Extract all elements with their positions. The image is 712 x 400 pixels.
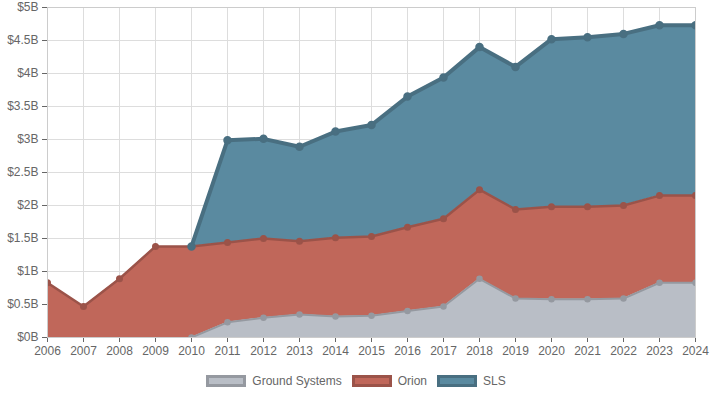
svg-text:$4B: $4B <box>17 66 38 80</box>
svg-text:$1.5B: $1.5B <box>7 231 38 245</box>
svg-text:2016: 2016 <box>394 344 421 358</box>
svg-text:2006: 2006 <box>34 344 61 358</box>
svg-text:$1B: $1B <box>17 264 38 278</box>
svg-text:2013: 2013 <box>286 344 313 358</box>
svg-text:$3.5B: $3.5B <box>7 99 38 113</box>
svg-text:2018: 2018 <box>466 344 493 358</box>
svg-text:2015: 2015 <box>358 344 385 358</box>
html-text:Orion: Orion <box>397 374 427 388</box>
svg-text:2011: 2011 <box>215 344 241 358</box>
svg-text:2021: 2021 <box>574 344 601 358</box>
svg-text:2024: 2024 <box>682 344 709 358</box>
svg-text:$2B: $2B <box>17 198 38 212</box>
svg-text:$0.5B: $0.5B <box>7 297 38 311</box>
svg-text:$5B: $5B <box>17 0 38 14</box>
svg-text:2017: 2017 <box>430 344 457 358</box>
svg-text:2008: 2008 <box>106 344 133 358</box>
svg-text:2012: 2012 <box>250 344 277 358</box>
svg-text:$3B: $3B <box>17 132 38 146</box>
svg-text:$4.5B: $4.5B <box>7 33 38 47</box>
svg-text:2009: 2009 <box>142 344 169 358</box>
svg-text:$2.5B: $2.5B <box>7 165 38 179</box>
svg-text:2020: 2020 <box>538 344 565 358</box>
html-text:SLS: SLS <box>483 374 506 388</box>
svg-text:$0B: $0B <box>17 330 38 344</box>
svg-text:2023: 2023 <box>646 344 673 358</box>
svg-text:2019: 2019 <box>502 344 529 358</box>
svg-text:2007: 2007 <box>70 344 97 358</box>
html-text:Ground Systems: Ground Systems <box>252 374 342 388</box>
svg-text:2014: 2014 <box>322 344 349 358</box>
svg-text:2010: 2010 <box>178 344 205 358</box>
svg-text:2022: 2022 <box>610 344 637 358</box>
